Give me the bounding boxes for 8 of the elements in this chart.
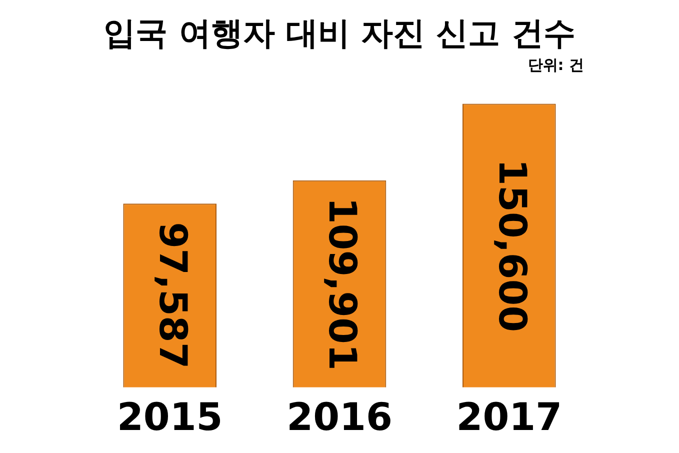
data-label: 150,600 (490, 159, 534, 332)
x-tick-label: 2015 (116, 395, 223, 440)
text: 단위: 건 (526, 55, 585, 76)
data-label: 97,587 (150, 222, 195, 369)
data-label: 109,901 (320, 197, 365, 370)
x-tick-label: 2016 (286, 395, 392, 440)
x-tick-label: 2017 (456, 395, 562, 440)
chart-title: 입국 여행자 대비 자진 신고 건수 (102, 13, 576, 54)
